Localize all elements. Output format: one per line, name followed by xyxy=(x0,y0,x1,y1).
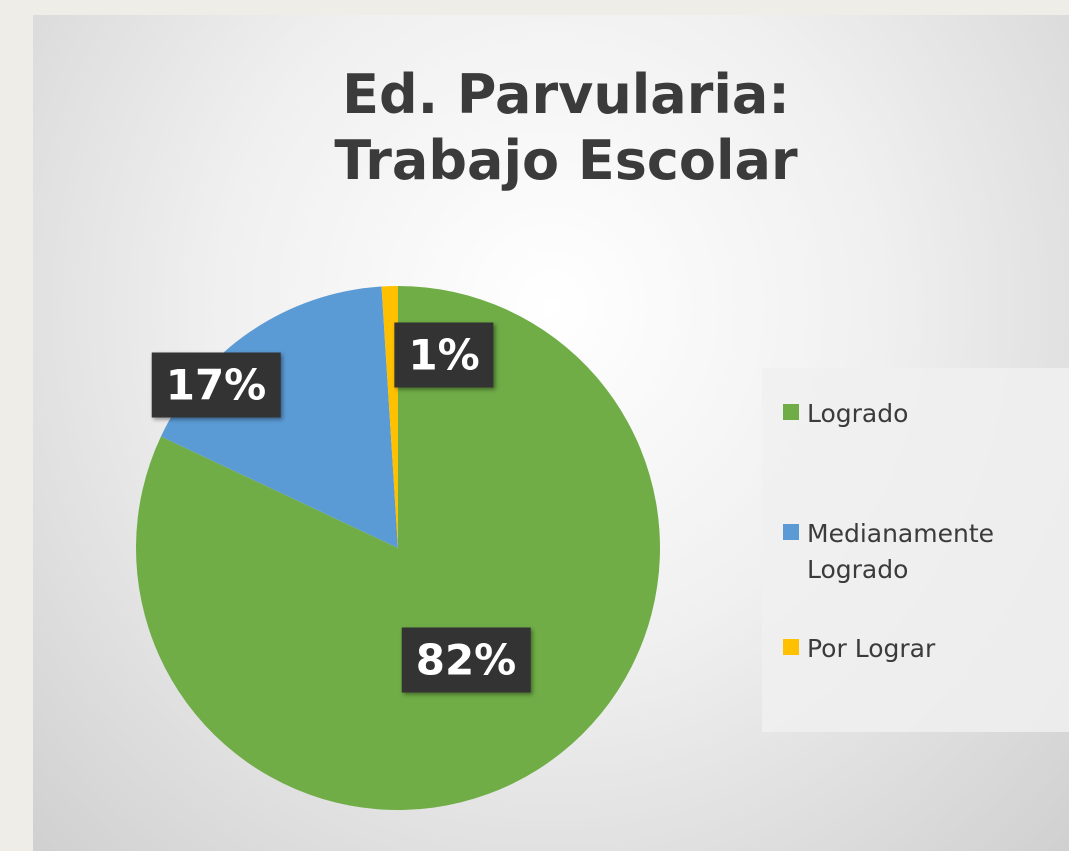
chart-title: Ed. Parvularia: Trabajo Escolar xyxy=(334,63,798,192)
legend-item: Logrado xyxy=(783,396,1047,432)
legend-swatch xyxy=(783,404,799,420)
data-label: 82% xyxy=(401,627,531,693)
legend-swatch xyxy=(783,639,799,655)
legend-item: Medianamente Logrado xyxy=(783,516,1047,588)
data-label: 17% xyxy=(151,352,281,418)
legend-label: Medianamente Logrado xyxy=(807,519,995,584)
legend: Logrado Medianamente Logrado Por Lograr xyxy=(762,368,1069,732)
legend-swatch xyxy=(783,524,799,540)
pie-slice xyxy=(381,286,398,548)
data-label: 1% xyxy=(394,322,494,388)
legend-label: Logrado xyxy=(807,399,909,428)
legend-label: Por Lograr xyxy=(807,634,936,663)
legend-item: Por Lograr xyxy=(783,631,1047,667)
